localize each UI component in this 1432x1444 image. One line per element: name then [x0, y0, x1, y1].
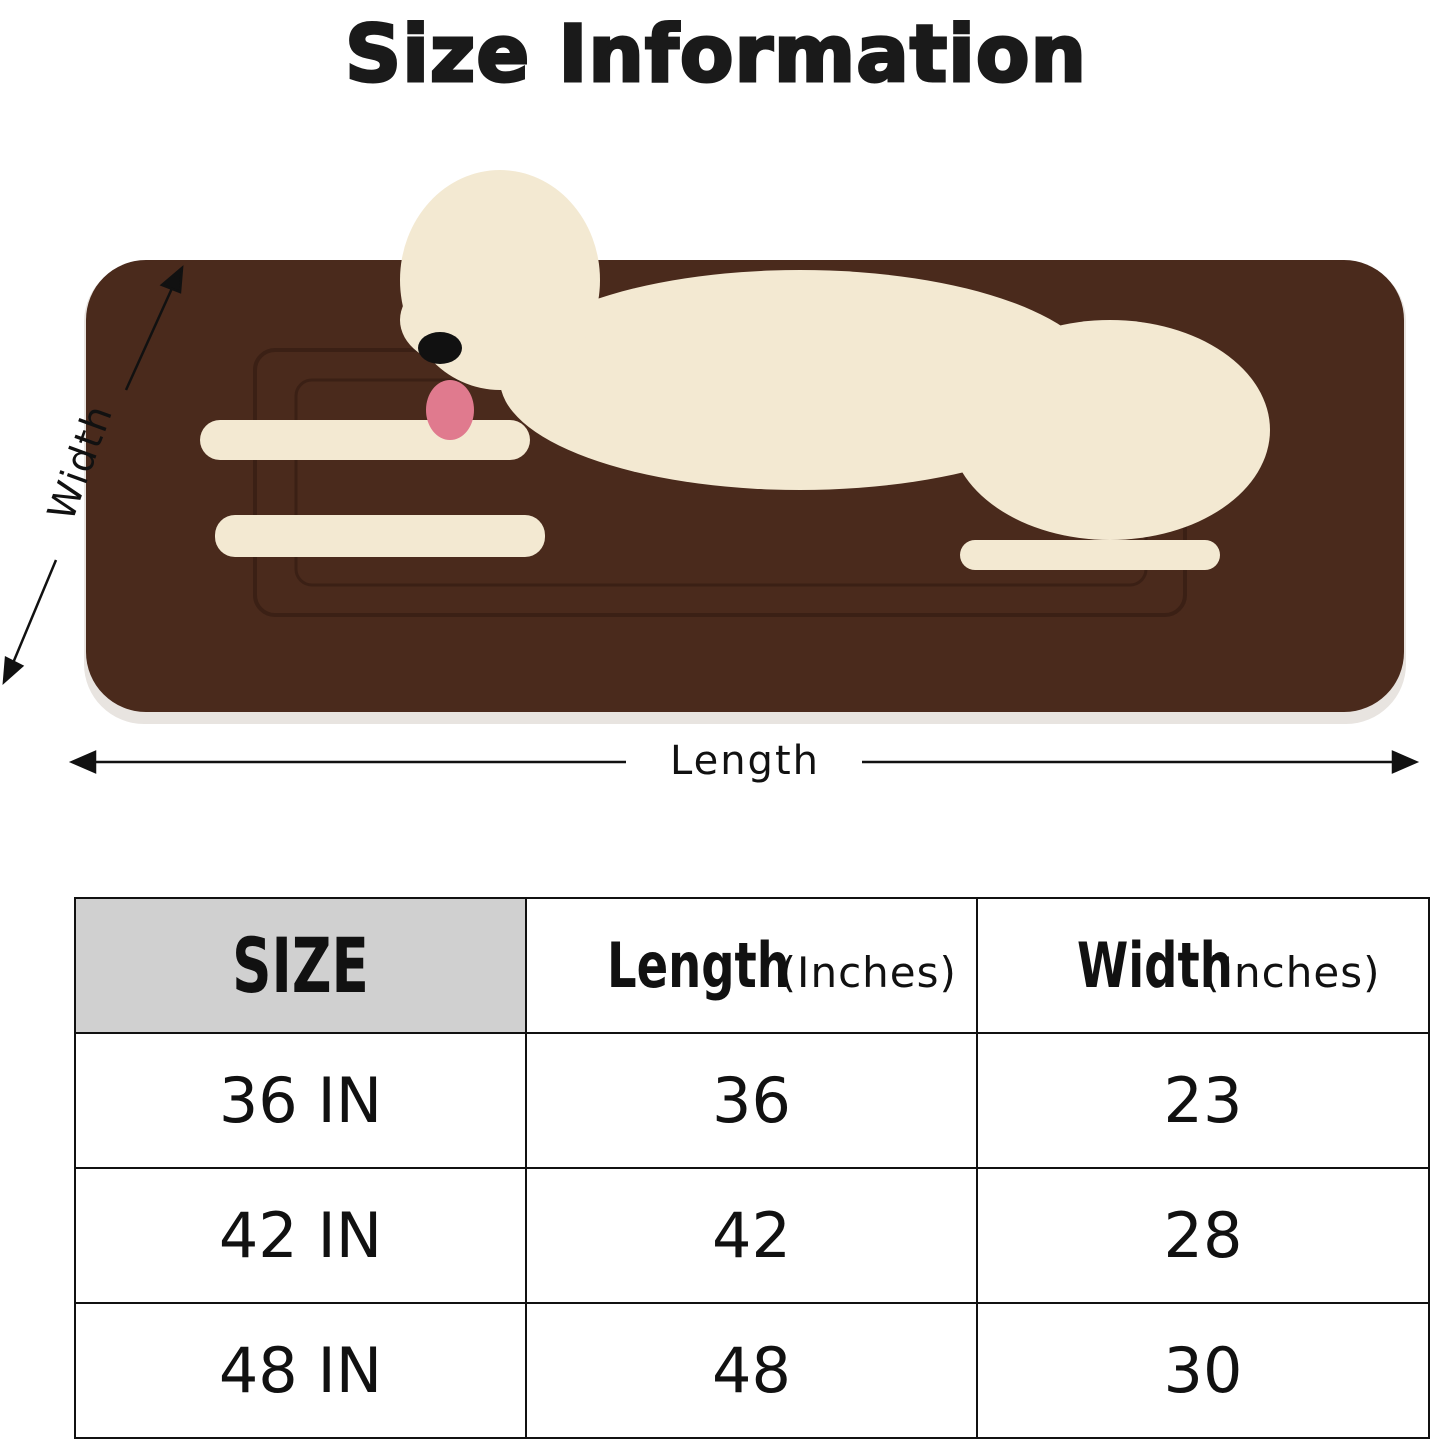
length-cell: 42	[525, 1167, 978, 1304]
length-cell: 36	[525, 1032, 978, 1169]
header-size: SIZE	[74, 897, 527, 1034]
size-cell: 48 IN	[74, 1302, 527, 1439]
table-row: 48 IN 48 30	[74, 1302, 1430, 1439]
length-arrow	[68, 750, 1420, 774]
width-cell: 30	[976, 1302, 1430, 1439]
size-cell: 42 IN	[74, 1167, 527, 1304]
header-width: Width(Inches)	[976, 897, 1430, 1034]
page-title: Size Information	[344, 9, 1088, 102]
product-illustration	[2, 170, 1420, 774]
dog-illustration	[200, 170, 1270, 570]
header-length: Length (Inches)	[525, 897, 978, 1034]
length-cell: 48	[525, 1302, 978, 1439]
size-cell: 36 IN	[74, 1032, 527, 1169]
table-row: 36 IN 36 23	[74, 1032, 1430, 1169]
table-header-row: SIZE Length (Inches) Width(Inches)	[74, 897, 1430, 1034]
width-cell: 28	[976, 1167, 1430, 1304]
width-cell: 23	[976, 1032, 1430, 1169]
length-label: Length	[670, 738, 820, 784]
size-table: SIZE Length (Inches) Width(Inches) 36 IN…	[74, 897, 1430, 1439]
table-row: 42 IN 42 28	[74, 1167, 1430, 1304]
width-arrow	[2, 265, 184, 686]
